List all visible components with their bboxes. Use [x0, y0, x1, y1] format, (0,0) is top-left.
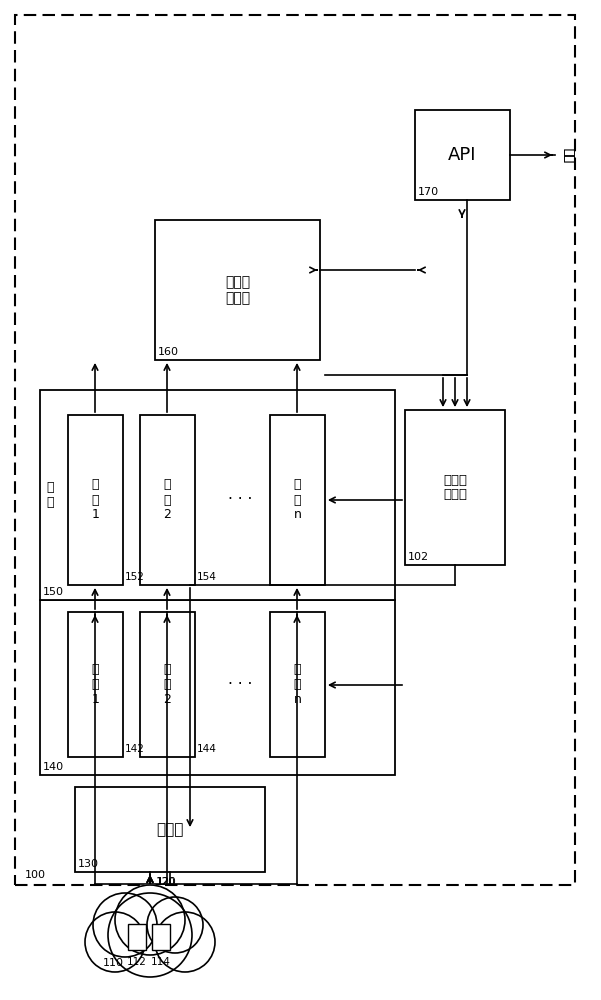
- Bar: [152, 924, 170, 950]
- Text: 输出: 输出: [564, 147, 576, 162]
- Text: 154: 154: [197, 572, 217, 582]
- Text: 150: 150: [43, 587, 64, 597]
- Text: 输出: 输出: [564, 147, 576, 162]
- Circle shape: [93, 893, 157, 957]
- Bar: [405, 410, 505, 565]
- Bar: [270, 612, 325, 757]
- Circle shape: [147, 897, 203, 953]
- Bar: [15, 15, 575, 885]
- Text: 模
块
1: 模 块 1: [91, 479, 99, 522]
- Text: 模
块: 模 块: [46, 481, 53, 509]
- Bar: [155, 220, 320, 360]
- Bar: [40, 600, 395, 775]
- Text: 100: 100: [25, 870, 46, 880]
- Text: 160: 160: [158, 347, 179, 357]
- Text: 队
列
n: 队 列 n: [293, 663, 302, 706]
- Circle shape: [108, 893, 192, 977]
- Bar: [270, 415, 325, 585]
- Text: 存储电
路系统: 存储电 路系统: [225, 275, 250, 305]
- Text: 110: 110: [103, 958, 124, 968]
- Text: 模
块
n: 模 块 n: [293, 479, 302, 522]
- Text: 170: 170: [418, 187, 439, 197]
- Bar: [68, 415, 123, 585]
- Text: 140: 140: [43, 762, 64, 772]
- Text: 112: 112: [127, 957, 147, 967]
- Bar: [40, 390, 395, 600]
- Text: 142: 142: [125, 744, 145, 754]
- Text: 缓冲器: 缓冲器: [156, 822, 184, 837]
- Text: 控制电
路系统: 控制电 路系统: [443, 474, 467, 502]
- Text: 102: 102: [408, 552, 429, 562]
- Text: · · ·: · · ·: [228, 677, 252, 692]
- Bar: [140, 415, 195, 585]
- Bar: [140, 612, 195, 757]
- Bar: [68, 612, 123, 757]
- Text: · · ·: · · ·: [228, 492, 252, 508]
- Text: 队
列
1: 队 列 1: [91, 663, 99, 706]
- Circle shape: [155, 912, 215, 972]
- Text: 120: 120: [157, 877, 177, 887]
- Circle shape: [115, 885, 185, 955]
- Bar: [128, 924, 146, 950]
- Text: 152: 152: [125, 572, 145, 582]
- Text: 120: 120: [156, 877, 175, 887]
- Text: 114: 114: [151, 957, 171, 967]
- Text: 模
块
2: 模 块 2: [163, 479, 171, 522]
- Circle shape: [85, 912, 145, 972]
- Text: 130: 130: [78, 859, 99, 869]
- Text: 队
列
2: 队 列 2: [163, 663, 171, 706]
- Text: 144: 144: [197, 744, 217, 754]
- Text: API: API: [448, 146, 477, 164]
- Bar: [75, 787, 265, 872]
- Bar: [415, 110, 510, 200]
